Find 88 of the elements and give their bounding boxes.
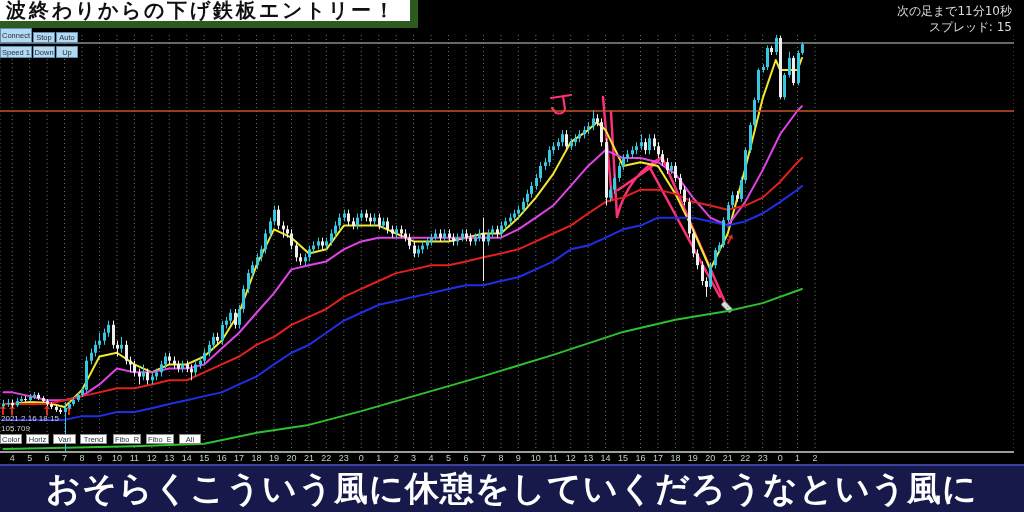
- candlestick: [242, 284, 245, 314]
- x-tick-label: 19: [269, 453, 280, 464]
- x-tick-label: 0: [777, 453, 783, 464]
- x-tick-label: 2: [393, 453, 399, 464]
- candlestick: [269, 217, 272, 239]
- x-tick-label: 11: [548, 453, 558, 464]
- text: スプレッド: 15: [928, 20, 1012, 34]
- x-tick-label: 8: [79, 453, 85, 464]
- x-tick-label: 14: [600, 453, 611, 464]
- x-tick-label: 23: [338, 453, 349, 464]
- x-tick-label: 15: [618, 453, 629, 464]
- x-tick-label: 20: [286, 453, 297, 464]
- candlestick: [701, 260, 704, 286]
- candlestick: [539, 161, 542, 183]
- x-tick-label: 5: [27, 453, 33, 464]
- x-tick-label: 1: [376, 453, 382, 464]
- candlestick: [696, 248, 699, 270]
- x-tick-label: 17: [234, 453, 245, 464]
- candlestick: [600, 117, 603, 147]
- candlestick: [290, 228, 293, 250]
- candlestick: [648, 133, 651, 155]
- candlestick: [565, 129, 568, 151]
- candlestick: [788, 51, 791, 79]
- x-tick-label: 17: [652, 453, 663, 464]
- x-tick-label: 7: [480, 453, 486, 464]
- x-tick-label: 1: [795, 453, 801, 464]
- x-tick-label: 9: [515, 453, 521, 464]
- candlestick: [618, 161, 621, 183]
- x-tick-label: 16: [635, 453, 646, 464]
- candlestick: [613, 173, 616, 195]
- chart-title: 波終わりからの下げ鉄板エントリー！: [6, 0, 397, 22]
- x-tick-label: 9: [96, 453, 102, 464]
- candlestick: [273, 205, 276, 227]
- x-tick-label: 19: [687, 453, 698, 464]
- x-tick-label: 6: [463, 453, 469, 464]
- candlestick: [692, 228, 695, 258]
- candlestick: [783, 72, 786, 101]
- candlestick: [705, 276, 708, 298]
- candlestick: [112, 320, 115, 350]
- candlestick: [247, 268, 250, 294]
- x-tick-label: 13: [583, 453, 594, 464]
- x-tick-label: 11: [129, 453, 140, 464]
- candlestick: [714, 247, 717, 270]
- text: 次の足まで11分10秒: [897, 4, 1012, 18]
- x-tick-label: 12: [146, 453, 157, 464]
- candlestick: [482, 217, 485, 282]
- x-tick-label: 6: [44, 453, 50, 464]
- candlestick: [295, 240, 298, 262]
- x-tick-label: 22: [321, 453, 332, 464]
- candlestick: [221, 320, 224, 346]
- candlestick: [125, 340, 128, 365]
- x-tick-label: 21: [722, 453, 733, 464]
- candlestick: [766, 44, 769, 71]
- candlestick: [775, 35, 778, 56]
- candlestick: [277, 205, 280, 230]
- x-tick-label: 7: [62, 453, 68, 464]
- candlestick: [238, 304, 241, 330]
- x-tick-label: 14: [181, 453, 192, 464]
- candlestick: [548, 145, 551, 167]
- x-tick-label: 10: [111, 453, 122, 464]
- candlestick: [264, 228, 267, 255]
- candlestick: [592, 109, 595, 131]
- x-tick-label: 13: [164, 453, 175, 464]
- x-tick-label: 5: [446, 453, 452, 464]
- candlestick: [679, 173, 682, 195]
- x-tick-label: 20: [705, 453, 716, 464]
- x-tick-label: 15: [199, 453, 210, 464]
- x-tick-label: 12: [565, 453, 576, 464]
- x-tick-label: 18: [670, 453, 681, 464]
- x-tick-label: 0: [358, 453, 364, 464]
- x-tick-label: 18: [251, 453, 262, 464]
- candlestick: [740, 176, 743, 203]
- x-tick-label: 4: [428, 453, 434, 464]
- x-tick-label: 16: [216, 453, 227, 464]
- x-tick-label: 10: [530, 453, 541, 464]
- candlestick: [674, 161, 677, 183]
- x-tick-label: 2: [812, 453, 818, 464]
- x-tick-label: 3: [411, 453, 417, 464]
- candlestick: [234, 308, 237, 330]
- x-tick-label: 21: [303, 453, 314, 464]
- annotation: 105.709: [1, 424, 30, 434]
- candlestick: [727, 201, 730, 224]
- x-tick-label: 4: [9, 453, 15, 464]
- x-tick-label: 23: [757, 453, 768, 464]
- x-tick-label: 8: [498, 453, 504, 464]
- candlestick: [709, 261, 712, 290]
- x-tick-label: 22: [740, 453, 751, 464]
- candlestick: [683, 185, 686, 207]
